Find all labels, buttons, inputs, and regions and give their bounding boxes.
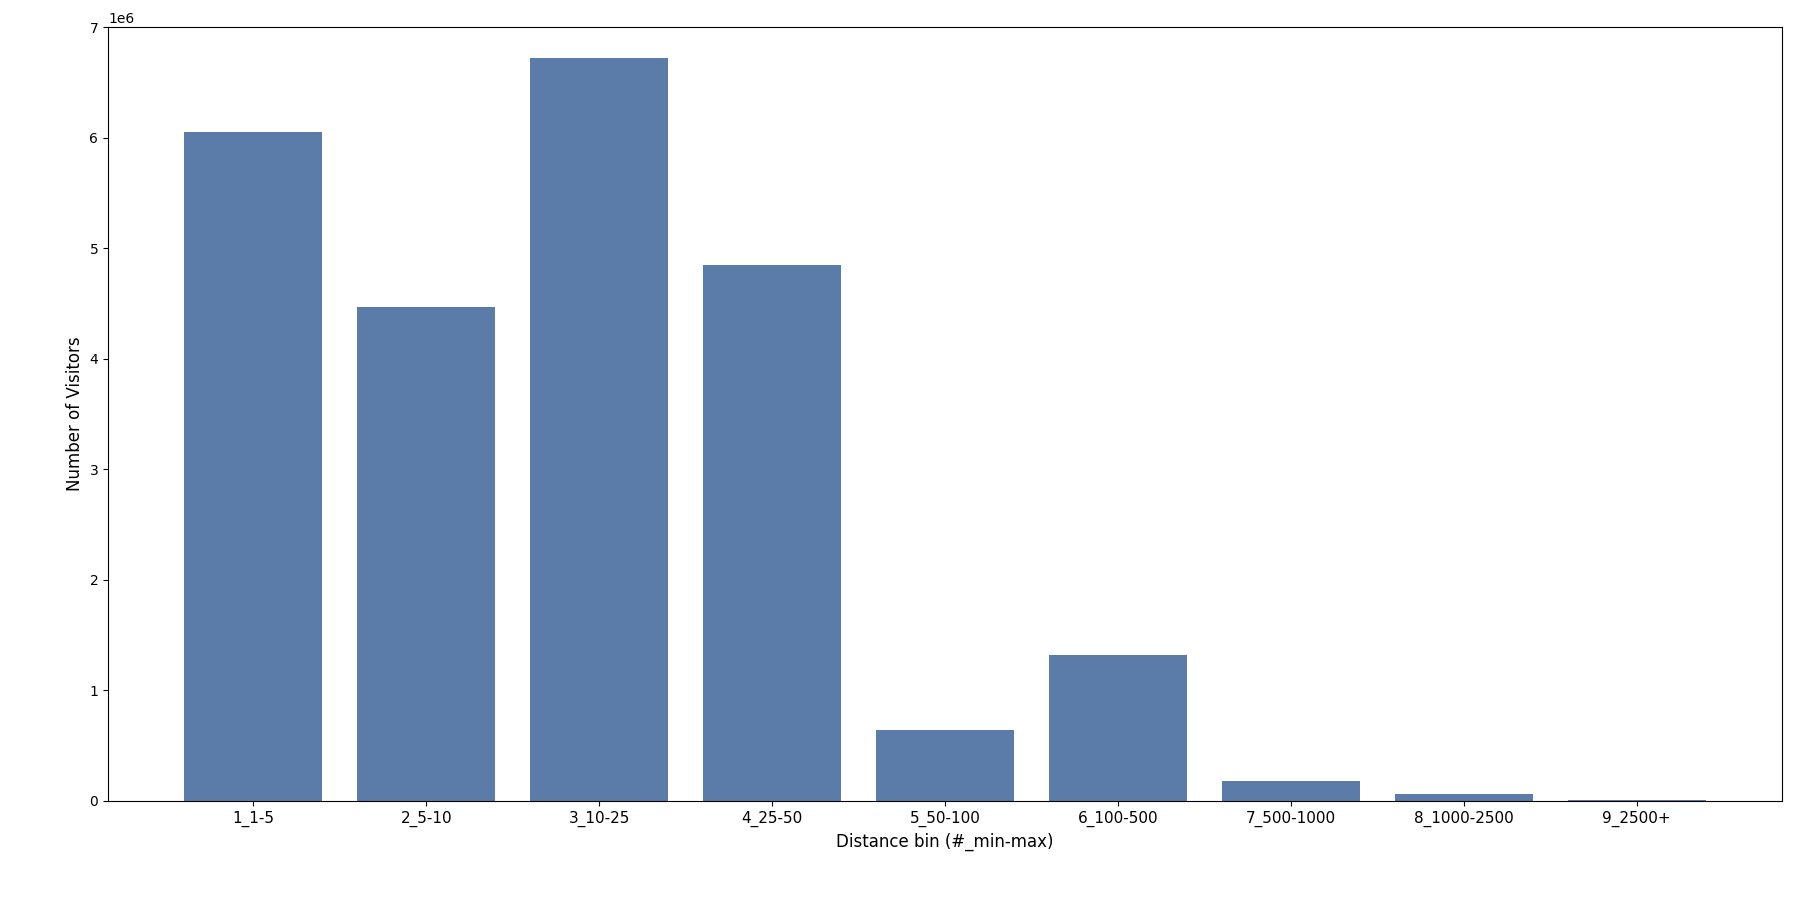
- Bar: [184, 132, 322, 801]
- Bar: [1222, 780, 1361, 801]
- Bar: [529, 58, 668, 801]
- Bar: [877, 730, 1013, 801]
- Bar: [1395, 794, 1534, 801]
- Bar: [356, 307, 495, 801]
- Bar: [1049, 655, 1188, 801]
- Bar: [702, 265, 841, 801]
- X-axis label: Distance bin (#_min-max): Distance bin (#_min-max): [837, 832, 1053, 850]
- Y-axis label: Number of Visitors: Number of Visitors: [67, 337, 85, 491]
